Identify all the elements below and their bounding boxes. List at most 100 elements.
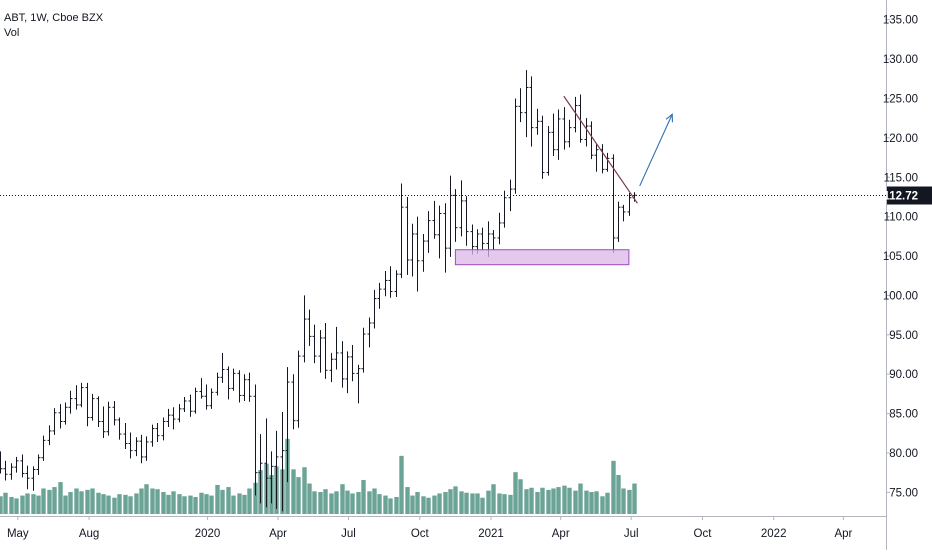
ohlc-bar (611, 154, 616, 253)
volume-bar (14, 498, 19, 514)
ohlc-bar (85, 382, 90, 427)
ohlc-bar (139, 434, 144, 464)
ohlc-bar (128, 432, 133, 459)
ohlc-bar (329, 352, 334, 383)
price-tick-label: 85.00 (889, 409, 918, 421)
volume-legend[interactable]: Vol (4, 27, 20, 39)
ohlc-bar (296, 350, 301, 428)
volume-bar (600, 496, 605, 514)
volume-bar (25, 493, 30, 514)
ohlc-bar (237, 370, 242, 403)
ohlc-bar (551, 113, 556, 156)
volume-bar (226, 487, 231, 514)
volume-bar (437, 493, 442, 514)
volume-bar (399, 455, 404, 514)
time-tick-label: 2020 (195, 528, 221, 540)
price-tick-label: 135.00 (883, 15, 918, 27)
ohlc-bar (502, 190, 507, 228)
volume-bar (443, 492, 448, 514)
volume-bar (345, 490, 350, 514)
time-tick-label: Apr (834, 528, 852, 540)
volume-bar (546, 489, 551, 514)
volume-bar (155, 489, 160, 514)
ohlc-bar (58, 404, 63, 429)
ohlc-bar (448, 175, 453, 257)
ohlc-bar (443, 203, 448, 273)
ohlc-bar (0, 451, 3, 474)
volume-bar (486, 490, 491, 514)
ohlc-bar (188, 394, 193, 417)
ohlc-bar (312, 324, 317, 364)
volume-bar (36, 495, 41, 514)
volume-bar (361, 479, 366, 514)
volume-bar (573, 490, 578, 514)
volume-bar (150, 488, 155, 514)
ohlc-bar (540, 115, 545, 179)
ohlc-bar (90, 393, 95, 421)
volume-bar (312, 491, 317, 514)
volume-bar (529, 487, 534, 514)
volume-bar (193, 496, 198, 514)
price-tick-label: 80.00 (889, 448, 918, 460)
ohlc-bar (367, 317, 372, 348)
volume-bar (3, 492, 8, 514)
ohlc-bar (242, 374, 247, 401)
ohlc-bar (25, 465, 30, 490)
volume-bar (106, 495, 111, 514)
ohlc-bar (182, 397, 187, 413)
volume-bar (220, 489, 225, 514)
volume-bar (459, 491, 464, 514)
volume-bar (513, 472, 518, 514)
volume-bar (415, 492, 420, 514)
ohlc-bar (106, 401, 111, 436)
ohlc-bar (350, 345, 355, 382)
ohlc-bar (161, 417, 166, 441)
ohlc-bar (372, 289, 377, 329)
ohlc-bar (226, 366, 231, 400)
ohlc-bar (562, 107, 567, 150)
ohlc-bar (96, 396, 101, 427)
ohlc-bar (3, 460, 8, 481)
price-tick-label: 125.00 (883, 93, 918, 105)
symbol-legend[interactable]: ABT, 1W, Cboe BZX (4, 12, 104, 24)
ohlc-bar (302, 295, 307, 363)
ohlc-bar (247, 372, 252, 402)
volume-bar (605, 492, 610, 514)
volume-bar (594, 491, 599, 514)
volume-bar (356, 492, 361, 514)
volume-bar (448, 489, 453, 514)
ohlc-bar (68, 390, 73, 414)
ohlc-bar (9, 463, 14, 480)
volume-bar (68, 492, 73, 514)
volume-bar (377, 494, 382, 514)
ohlc-bar (556, 109, 561, 160)
ohlc-bar (117, 417, 122, 440)
volume-bar (502, 494, 507, 514)
ohlc-bar (399, 183, 404, 279)
volume-bar (144, 484, 149, 514)
volume-bar (611, 460, 616, 514)
volume-bar (204, 494, 209, 514)
volume-bar (123, 494, 128, 514)
ohlc-bar (193, 387, 198, 414)
ohlc-bar (209, 388, 214, 409)
volume-bar (491, 484, 496, 514)
ohlc-bar (199, 378, 204, 399)
ohlc-bar (31, 466, 36, 491)
volume-bar (432, 495, 437, 514)
volume-bar (231, 495, 236, 514)
volume-bar (171, 491, 176, 514)
volume-bar (318, 492, 323, 514)
volume-bar (90, 488, 95, 514)
ohlc-bar (177, 404, 182, 423)
ohlc-bar (529, 76, 534, 147)
ohlc-bar (578, 94, 583, 143)
drawings-layer[interactable] (454, 95, 673, 266)
ohlc-bar (14, 456, 19, 473)
ohlc-bar (253, 384, 258, 496)
ohlc-bar (513, 98, 518, 194)
last-price-label: 112.72 (883, 191, 918, 203)
ohlc-bar (285, 367, 290, 483)
